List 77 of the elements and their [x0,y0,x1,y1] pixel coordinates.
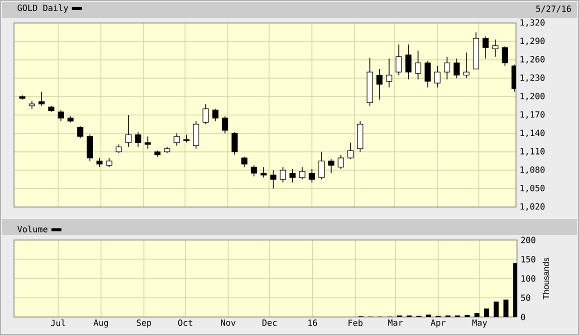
candlestick [424,60,431,88]
candlestick [241,156,248,168]
x-tick-label: Sep [136,320,152,328]
y-tick-label: 1,080 [520,166,545,174]
y-tick-label: 1,200 [520,92,545,100]
candlestick [125,114,132,148]
text: 5/27/16 [536,6,571,13]
y-tick-label: 150 [522,256,536,262]
y-tick-label: 1,170 [520,111,545,119]
x-tick-label: Feb [348,320,362,326]
candlestick [318,151,325,180]
candlestick [212,108,218,122]
candlestick [463,52,470,79]
candlestick [174,132,180,146]
y-tick-label: 100 [522,275,536,282]
candlestick [222,116,228,134]
candlestick [260,166,267,178]
candlestick [434,66,440,88]
candlestick [96,158,103,168]
bar [474,313,480,317]
candlestick [290,168,296,183]
y-tick-label: 200 [521,236,536,244]
x-tick-label: Oct [178,320,192,326]
bar [494,302,499,317]
candlestick [454,58,460,79]
x-tick-label: 16 [308,320,318,326]
y-tick-label: 1,110 [520,148,545,156]
y-tick-label: 1,260 [520,56,545,64]
y-axis-title: Thousands [542,258,549,300]
candlestick [386,58,392,88]
y-tick-label: 0 [521,314,526,320]
candlestick [376,68,383,100]
y-tick-label: 1,140 [520,130,545,138]
candlestick [144,136,151,150]
candlestick [299,166,306,180]
candlestick [492,39,498,58]
candlestick [77,126,84,139]
candlestick [482,36,489,59]
candlestick [280,166,286,183]
candlestick [328,158,334,174]
candlestick [347,142,354,160]
candlestick [415,50,422,80]
bar [484,308,490,317]
candlestick [192,120,200,150]
x-tick-label: Jul [51,320,66,326]
candlestick [135,132,142,148]
y-tick-label: 1,230 [520,74,545,82]
x-tick-label: Apr [430,320,446,328]
candlestick [86,134,93,162]
bar [503,300,508,317]
x-tick-label: Mar [388,320,403,326]
candlestick [58,110,64,122]
y-tick-label: 1,290 [520,38,545,46]
candlestick [338,154,344,170]
y-tick-label: 1,050 [520,184,545,192]
candlestick [250,164,258,177]
y-tick-label: 1,320 [520,19,545,27]
candlestick [444,56,450,80]
candlestick [308,168,315,183]
x-tick-label: Dec [262,320,277,326]
candlestick [202,104,209,125]
candlestick [38,91,45,106]
candlestick [502,46,508,66]
x-tick-label: May [472,320,488,328]
candlestick [232,132,238,156]
candlestick [396,44,402,76]
legend-label: Volume [17,226,48,232]
y-tick-label: 50 [521,294,530,301]
candlestick [405,44,412,80]
legend-label: GOLD Daily [18,4,68,13]
bar [513,263,517,317]
x-tick-label: Aug [94,320,108,328]
y-tick-label: 1,020 [520,203,545,211]
x-tick-label: Nov [221,320,236,326]
candlestick [183,134,190,143]
candlestick [106,158,112,168]
candlestick [270,170,276,189]
